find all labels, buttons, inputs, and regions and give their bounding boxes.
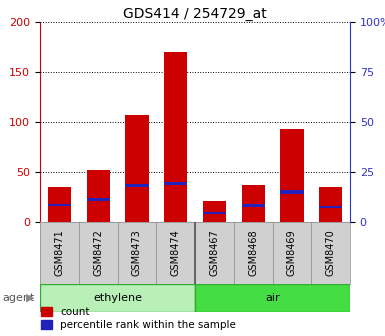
Bar — [48, 204, 71, 206]
Text: air: air — [265, 293, 280, 303]
Bar — [241, 185, 265, 222]
Legend: count, percentile rank within the sample: count, percentile rank within the sample — [41, 307, 236, 330]
Text: GSM8471: GSM8471 — [54, 229, 64, 277]
Title: GDS414 / 254729_at: GDS414 / 254729_at — [123, 7, 267, 21]
Bar — [195, 284, 350, 312]
Bar — [87, 198, 110, 201]
Bar — [319, 187, 342, 222]
Text: GSM8468: GSM8468 — [248, 230, 258, 276]
Bar — [125, 115, 149, 222]
Bar — [203, 201, 226, 222]
Bar — [164, 182, 187, 185]
Bar — [319, 206, 342, 208]
Bar — [40, 284, 195, 312]
Bar — [280, 190, 303, 194]
Text: ethylene: ethylene — [93, 293, 142, 303]
Text: GSM8470: GSM8470 — [326, 229, 336, 277]
Bar — [164, 52, 187, 222]
Bar — [241, 204, 265, 207]
Text: GSM8473: GSM8473 — [132, 229, 142, 277]
Bar — [280, 129, 303, 222]
Bar — [48, 187, 71, 222]
Text: GSM8472: GSM8472 — [93, 229, 103, 277]
Text: GSM8469: GSM8469 — [287, 230, 297, 276]
Bar — [87, 170, 110, 222]
Text: GSM8474: GSM8474 — [171, 229, 181, 277]
Bar — [203, 212, 226, 214]
Bar — [125, 184, 149, 187]
Text: GSM8467: GSM8467 — [209, 229, 219, 277]
Text: ▶: ▶ — [26, 293, 35, 303]
Text: agent: agent — [2, 293, 34, 303]
